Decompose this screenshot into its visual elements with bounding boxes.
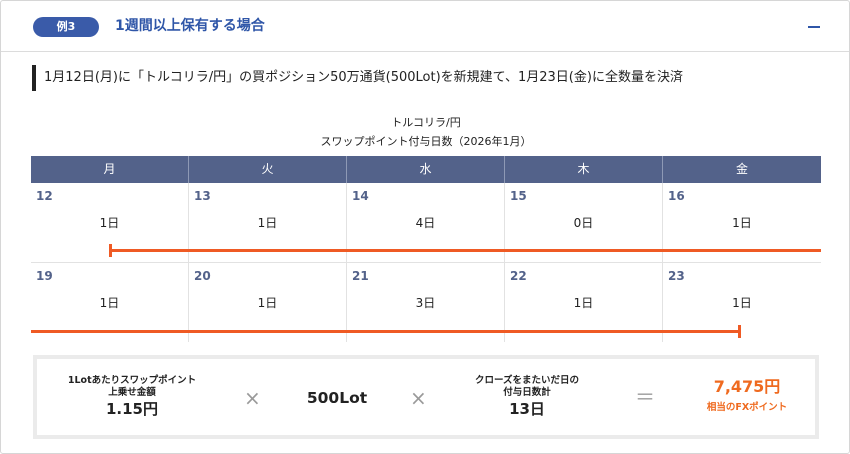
lot-value: 500Lot — [306, 389, 368, 407]
date-number: 21 — [352, 269, 369, 283]
calendar-cell: 16 1日 — [663, 183, 821, 262]
holding-period-line — [31, 330, 741, 333]
swap-amount-label: 1Lotあたりスワップポイント — [67, 375, 197, 386]
week-divider — [31, 262, 821, 263]
swap-amount-block: 1Lotあたりスワップポイント 上乗せ金額 1.15円 — [47, 375, 217, 419]
date-number: 13 — [194, 189, 211, 203]
result-label: 相当のFXポイント — [706, 402, 788, 413]
weekday-thu: 木 — [505, 156, 663, 183]
swap-days: 1日 — [257, 216, 278, 230]
calendar-cell: 23 1日 — [663, 263, 821, 342]
date-number: 19 — [36, 269, 53, 283]
multiply-icon: × — [410, 386, 427, 410]
result-block: 7,475円 相当のFXポイント — [677, 377, 817, 414]
date-number: 22 — [510, 269, 527, 283]
description-text: 1月12日(月)に「トルコリラ/円」の買ポジション50万通貨(500Lot)を新… — [44, 70, 683, 85]
holding-period-line — [109, 249, 821, 252]
calendar-title: トルコリラ/円 — [391, 116, 461, 129]
weekday-fri: 金 — [663, 156, 821, 183]
result-value: 7,475円 — [713, 377, 781, 396]
date-number: 12 — [36, 189, 53, 203]
swap-days: 4日 — [415, 216, 436, 230]
calendar-cell: 21 3日 — [347, 263, 505, 342]
days-label: クローズをまたいだ日の — [474, 375, 580, 386]
equals-icon: ＝ — [635, 385, 655, 409]
panel-title: 1週間以上保有する場合 — [115, 18, 265, 34]
holding-end-marker — [738, 325, 741, 338]
date-number: 16 — [668, 189, 685, 203]
calendar-subtitle: スワップポイント付与日数（2026年1月） — [320, 135, 532, 148]
date-number: 15 — [510, 189, 527, 203]
swap-days: 3日 — [415, 296, 436, 310]
date-number: 20 — [194, 269, 211, 283]
swap-days: 1日 — [99, 296, 120, 310]
weekday-tue: 火 — [189, 156, 347, 183]
calendar-cell: 13 1日 — [189, 183, 347, 262]
swap-calculation-box: 1Lotあたりスワップポイント 上乗せ金額 1.15円 × 500Lot × ク… — [33, 355, 819, 439]
calendar-cell: 14 4日 — [347, 183, 505, 262]
date-number: 23 — [668, 269, 685, 283]
swap-days: 1日 — [573, 296, 594, 310]
days-value: 13日 — [509, 400, 545, 418]
weekday-mon: 月 — [31, 156, 189, 183]
collapse-icon[interactable] — [808, 26, 820, 28]
calendar-cell: 19 1日 — [31, 263, 189, 342]
swap-days: 0日 — [573, 216, 594, 230]
swap-days: 1日 — [732, 216, 752, 230]
days-block: クローズをまたいだ日の 付与日数計 13日 — [452, 375, 602, 419]
swap-amount-value: 1.15円 — [105, 400, 158, 418]
lot-block: 500Lot — [287, 388, 387, 408]
swap-days: 1日 — [99, 216, 120, 230]
date-number: 14 — [352, 189, 369, 203]
swap-days: 1日 — [732, 296, 752, 310]
calendar-cell: 22 1日 — [505, 263, 663, 342]
multiply-icon: × — [244, 386, 261, 410]
panel-header[interactable]: 例3 1週間以上保有する場合 — [1, 1, 849, 52]
swap-amount-label-2: 上乗せ金額 — [108, 387, 156, 398]
weekday-wed: 水 — [347, 156, 505, 183]
days-label-2: 付与日数計 — [503, 387, 551, 398]
example-badge: 例3 — [33, 17, 99, 37]
description-accent-bar — [32, 65, 36, 91]
calendar-cell: 20 1日 — [189, 263, 347, 342]
swap-days: 1日 — [257, 296, 278, 310]
calendar-cell: 15 0日 — [505, 183, 663, 262]
swap-calendar: 月 火 水 木 金 12 1日 13 1日 14 4日 15 0日 16 1日 … — [31, 156, 821, 342]
calendar-cell: 12 1日 — [31, 183, 189, 262]
